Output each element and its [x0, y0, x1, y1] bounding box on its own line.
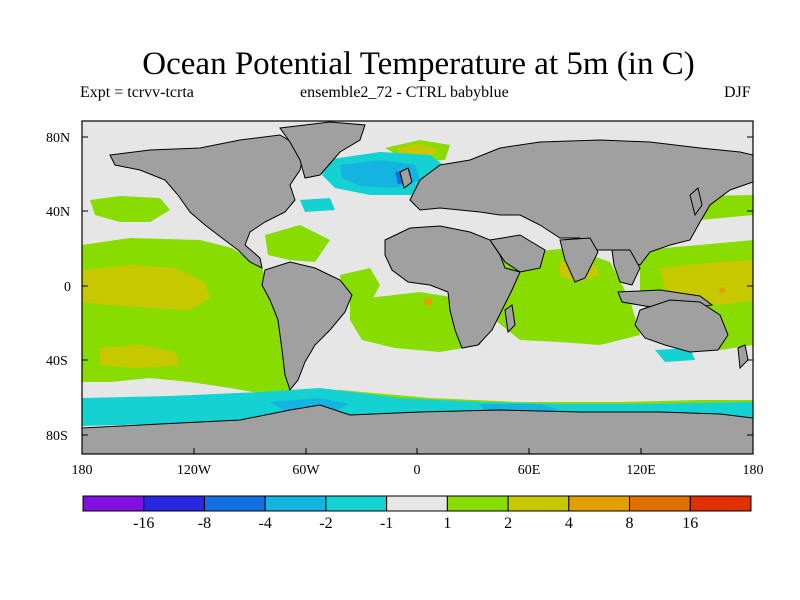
colorbar-swatch [325, 495, 388, 512]
experiment-label: Expt = tcrvv-tcrta [80, 84, 194, 101]
madagascar [504, 304, 516, 334]
season-label: DJF [724, 84, 751, 101]
lon-label-60e: 60E [518, 463, 541, 478]
greenland [279, 121, 366, 179]
colorbar-swatch [507, 495, 570, 512]
south-america [261, 261, 353, 392]
indian-subcontinent [559, 237, 599, 283]
lon-label-120w: 120W [177, 463, 212, 478]
british-isles [399, 167, 413, 189]
colorbar [82, 495, 752, 512]
lat-label-40n: 40N [46, 205, 70, 220]
southeast-asia [611, 249, 641, 286]
lon-label-120e: 120E [626, 463, 656, 478]
lon-label-180w: 180 [72, 463, 93, 478]
lon-label-180e: 180 [743, 463, 764, 478]
colorbar-labels: -16 -8 -4 -2 -1 1 2 4 8 16 [133, 515, 698, 532]
eurasia [409, 139, 753, 266]
colorbar-swatch [203, 495, 266, 512]
colorbar-swatch [82, 495, 145, 512]
land-masses [82, 121, 753, 454]
africa [384, 225, 521, 349]
australia [634, 299, 729, 353]
colorbar-swatch [689, 495, 752, 512]
lon-label-60w: 60W [292, 463, 320, 478]
anomaly-regions-4-8 [424, 287, 725, 306]
lat-label-80n: 80N [46, 131, 70, 146]
colorbar-swatch [143, 495, 205, 512]
colorbar-tick-label: 2 [504, 515, 512, 532]
antarctica [82, 404, 753, 454]
map-plot-area [82, 121, 753, 454]
lat-label-40s: 40S [46, 354, 68, 369]
colorbar-tick-label: 1 [443, 515, 451, 532]
colorbar-tick-label: -1 [380, 515, 393, 532]
colorbar-tick-label: -2 [319, 515, 332, 532]
lat-label-0: 0 [64, 280, 71, 295]
colorbar-tick-label: 16 [682, 515, 698, 532]
colorbar-swatch [446, 495, 509, 512]
lat-ticks [82, 136, 753, 436]
japan [689, 187, 703, 217]
ensemble-label: ensemble2_72 - CTRL babyblue [300, 84, 509, 101]
colorbar-tick-label: -8 [198, 515, 211, 532]
lat-label-80s: 80S [46, 429, 68, 444]
colorbar-swatch [264, 495, 327, 512]
colorbar-swatch [386, 495, 448, 512]
map-title: Ocean Potential Temperature at 5m (in C) [142, 46, 695, 82]
arabian-peninsula [489, 234, 546, 273]
colorbar-tick-label: -4 [259, 515, 272, 532]
north-america [109, 134, 306, 269]
colorbar-tick-label: 8 [626, 515, 634, 532]
lon-ticks [81, 448, 754, 454]
lon-label-0: 0 [414, 463, 421, 478]
colorbar-tick-label: 4 [565, 515, 573, 532]
colorbar-swatch [629, 495, 691, 512]
colorbar-swatch [568, 495, 631, 512]
colorbar-tick-label: -16 [133, 515, 154, 532]
